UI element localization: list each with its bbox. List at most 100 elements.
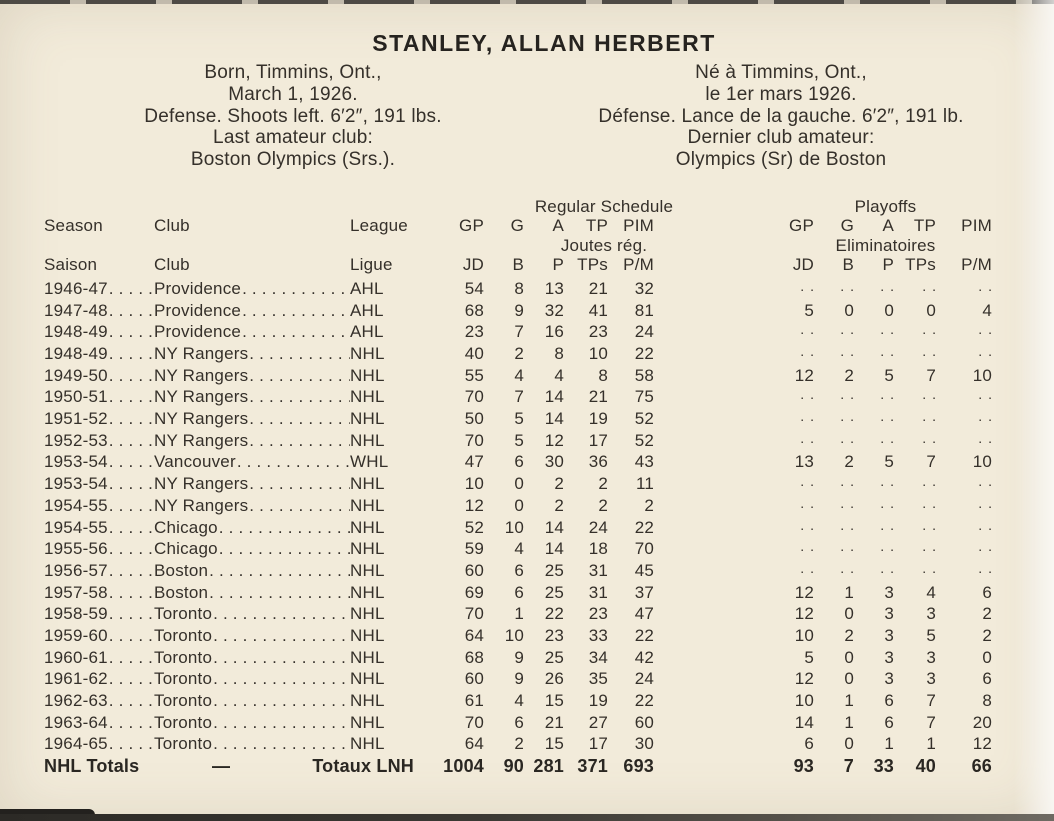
cell-league: NHL [350, 430, 385, 450]
cell-playoff-pim: .. [978, 343, 998, 360]
cell-league: NHL [350, 604, 385, 624]
season-text: 1957-58 [44, 582, 108, 602]
cell-club: Toronto [154, 712, 350, 734]
stats-row: 1948-49 Providence AHL 23 7 16 23 24.......... [0, 321, 1054, 343]
season-text: 1948-49 [44, 344, 108, 364]
header-season-en: Season [44, 216, 103, 236]
header-tp-en: TP [585, 216, 608, 236]
club-text: NY Rangers [154, 365, 249, 385]
dot-leader [212, 603, 350, 625]
dot-leader [108, 365, 154, 387]
cell-playoff-pim: 12 [972, 734, 992, 754]
header-regular-schedule-en: Regular Schedule [534, 196, 674, 216]
stats-row: 1947-48 Providence AHL 68 9 32 41 81 5 0 0 0 4 [0, 300, 1054, 322]
club-text: Toronto [154, 712, 213, 732]
totals-playoff-gp: 93 [793, 756, 814, 777]
cell-g: 4 [514, 365, 524, 385]
cell-pim: 30 [634, 734, 654, 754]
cell-gp: 52 [464, 517, 484, 537]
cell-playoff-tp: 0 [926, 300, 936, 320]
col-spacer [654, 625, 724, 647]
stats-row: 1962-63 Toronto NHL 61 4 15 19 22 10 1 6 7 8 [0, 690, 1054, 712]
dot-leader [108, 668, 154, 690]
club-text: Toronto [154, 625, 213, 645]
cell-a: 21 [544, 712, 564, 732]
cell-playoff-tp: .. [922, 429, 942, 446]
stats-row: 1963-64 Toronto NHL 70 6 21 27 60 14 1 6 7 20 [0, 712, 1054, 734]
season-text: 1959-60 [44, 625, 108, 645]
cell-league: NHL [350, 560, 385, 580]
stats-row: 1960-61TorontoNHL68925344250330 [0, 647, 1054, 669]
cell-season: 1964-65 [44, 733, 154, 755]
club-text: NY Rangers [154, 387, 249, 407]
cell-a: 30 [544, 452, 564, 472]
cell-club: Toronto [154, 647, 350, 669]
cell-a: 26 [544, 669, 564, 689]
cell-playoff-tp: .. [922, 386, 942, 403]
cell-pim: 22 [634, 691, 654, 711]
cell-g: 5 [514, 409, 524, 429]
cell-league: NHL [350, 625, 385, 645]
cell-playoff-gp: 10 [794, 625, 814, 645]
cell-playoff-a: .. [880, 343, 900, 360]
cell-season: 1955-56 [44, 538, 154, 560]
cell-playoff-pim: .. [978, 559, 998, 576]
header-league-en: League [350, 216, 408, 236]
cell-club: NY Rangers [154, 343, 350, 365]
bio-french: Né à Timmins, Ont., le 1er mars 1926. Dé… [546, 62, 1016, 171]
cell-playoff-gp: .. [800, 429, 820, 446]
cell-playoff-g: .. [840, 277, 860, 294]
club-text: Toronto [154, 604, 213, 624]
header-playoff-b-fr: B [842, 255, 854, 275]
club-text: Vancouver [154, 452, 236, 472]
cell-season: 1947-48 [44, 300, 154, 322]
cell-playoff-pim: .. [978, 516, 998, 533]
col-spacer [654, 451, 724, 473]
header-a-en: A [552, 216, 564, 236]
cell-league: NHL [350, 474, 385, 494]
col-spacer [654, 386, 724, 408]
header-playoff-a-en: A [882, 216, 894, 236]
season-text: 1953-54 [44, 452, 108, 472]
cell-playoff-gp: 5 [804, 300, 814, 320]
cell-gp: 68 [464, 300, 484, 320]
header-columns-row-fr: Saison Club Ligue JD B P TPs P/M JD B P … [0, 255, 1054, 275]
cell-club: NY Rangers [154, 386, 350, 408]
club-text: NY Rangers [154, 344, 249, 364]
dot-leader [212, 712, 350, 734]
cell-league: NHL [350, 409, 385, 429]
dot-leader [248, 430, 350, 452]
header-playoff-tp-en: TP [913, 216, 936, 236]
cell-a: 14 [544, 517, 564, 537]
cell-tp: 31 [588, 560, 608, 580]
cell-g: 6 [514, 712, 524, 732]
season-text: 1961-62 [44, 669, 108, 689]
cell-playoff-pim: .. [978, 429, 998, 446]
cell-club: Providence [154, 321, 350, 343]
cell-playoff-a: 5 [884, 365, 894, 385]
cell-gp: 69 [464, 582, 484, 602]
cell-season: 1953-54 [44, 473, 154, 495]
dot-leader [108, 560, 154, 582]
cell-gp: 60 [464, 669, 484, 689]
cell-gp: 64 [464, 625, 484, 645]
cell-club: Boston [154, 582, 350, 604]
cell-playoff-a: 6 [884, 691, 894, 711]
cell-playoff-pim: 0 [982, 647, 992, 667]
cell-g: 6 [514, 582, 524, 602]
cell-playoff-gp: 6 [804, 734, 814, 754]
club-text: Toronto [154, 647, 213, 667]
cell-league: AHL [350, 300, 384, 320]
season-text: 1948-49 [44, 322, 108, 342]
cell-playoff-g: 1 [844, 582, 854, 602]
dot-leader [208, 582, 350, 604]
cell-tp: 24 [588, 517, 608, 537]
dot-leader [108, 690, 154, 712]
cell-g: 0 [514, 474, 524, 494]
cell-a: 14 [544, 387, 564, 407]
col-spacer [654, 517, 724, 539]
col-spacer [654, 712, 724, 734]
stats-row: 1949-50 NY Rangers NHL 55 4 4 8 58 12 2 5 7 10 [0, 365, 1054, 387]
cell-season: 1948-49 [44, 321, 154, 343]
dot-leader [108, 582, 154, 604]
